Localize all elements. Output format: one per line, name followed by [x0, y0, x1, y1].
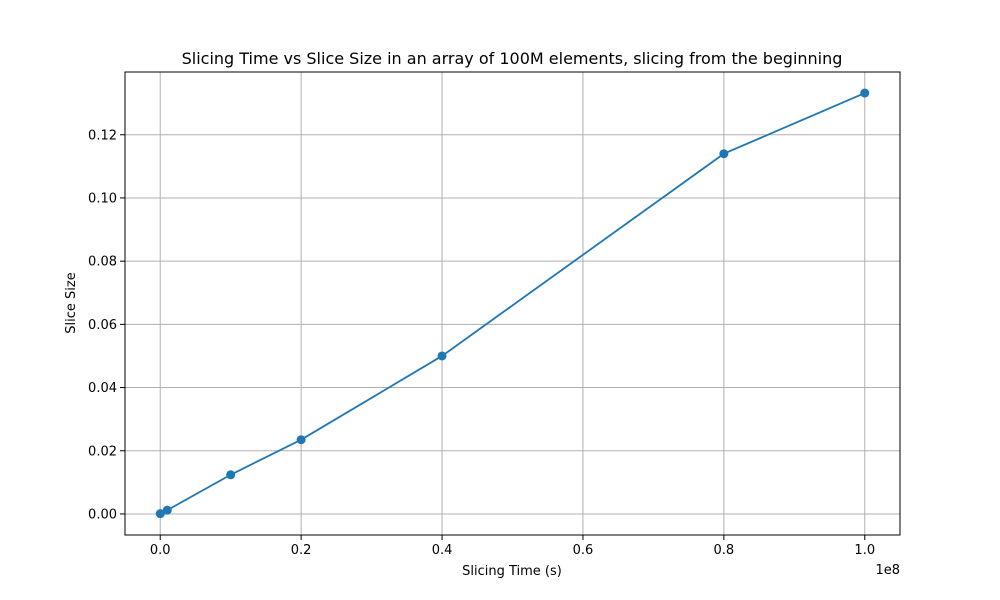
x-tick-label: 0.4	[432, 543, 453, 558]
x-tick-label: 0.0	[150, 543, 171, 558]
grid-lines	[125, 72, 900, 535]
x-axis-offset-text: 1e8	[875, 563, 900, 578]
y-tick-label: 0.06	[88, 318, 117, 333]
x-axis-ticks: 0.0 0.2 0.4 0.6 0.8 1.0	[150, 535, 875, 558]
y-tick-label: 0.10	[88, 191, 117, 206]
y-tick-label: 0.02	[88, 444, 117, 459]
data-point	[162, 505, 172, 515]
data-point	[296, 435, 306, 445]
y-tick-label: 0.04	[88, 381, 117, 396]
y-axis-label: Slice Size	[64, 272, 79, 333]
series-layer	[155, 88, 870, 519]
x-tick-label: 0.6	[573, 543, 594, 558]
data-point	[155, 509, 165, 519]
y-axis-ticks: 0.00 0.02 0.04 0.06 0.08 0.10 0.12	[88, 128, 125, 522]
chart-title: Slicing Time vs Slice Size in an array o…	[182, 49, 843, 68]
plot-frame	[124, 71, 901, 536]
data-point	[860, 88, 870, 98]
data-point	[719, 149, 729, 159]
x-tick-label: 1.0	[854, 543, 875, 558]
x-tick-label: 0.2	[291, 543, 312, 558]
data-point	[226, 470, 236, 480]
data-point	[437, 351, 447, 361]
x-axis-label: Slicing Time (s)	[462, 564, 562, 579]
y-tick-label: 0.00	[88, 507, 117, 522]
y-tick-label: 0.08	[88, 255, 117, 270]
y-tick-label: 0.12	[88, 128, 117, 143]
x-tick-label: 0.8	[714, 543, 735, 558]
